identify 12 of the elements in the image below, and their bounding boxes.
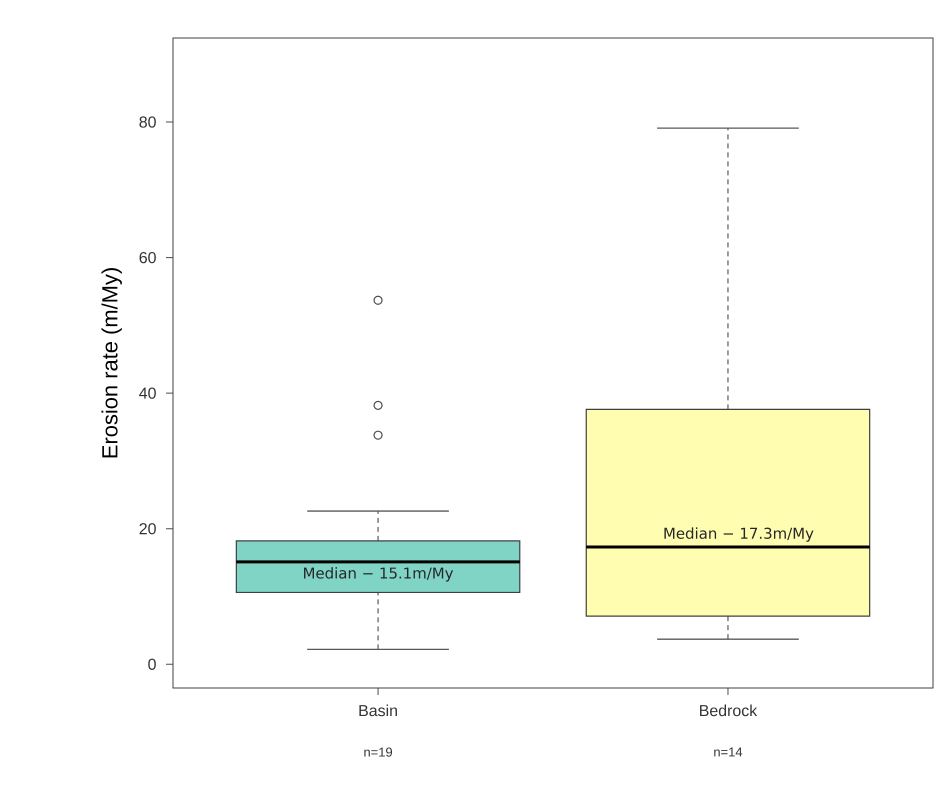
text: n=14 bbox=[714, 748, 742, 756]
y-tick-label: 20 bbox=[140, 523, 156, 534]
y-tick-label: 0 bbox=[148, 658, 156, 670]
y-tick-label: 80 bbox=[139, 116, 156, 128]
x-tick-label: Bedrock bbox=[700, 704, 758, 716]
text: n=19 bbox=[364, 748, 392, 757]
x-tick-label: Basin bbox=[359, 704, 397, 716]
y-tick-label: 40 bbox=[139, 388, 156, 399]
y-axis-title: Erosion rate (m/My) bbox=[101, 268, 122, 458]
annotation: Median − 17.3m/My bbox=[664, 527, 814, 542]
y-tick-label: 60 bbox=[140, 252, 156, 264]
annotation: Median − 15.1m/My bbox=[304, 567, 454, 582]
